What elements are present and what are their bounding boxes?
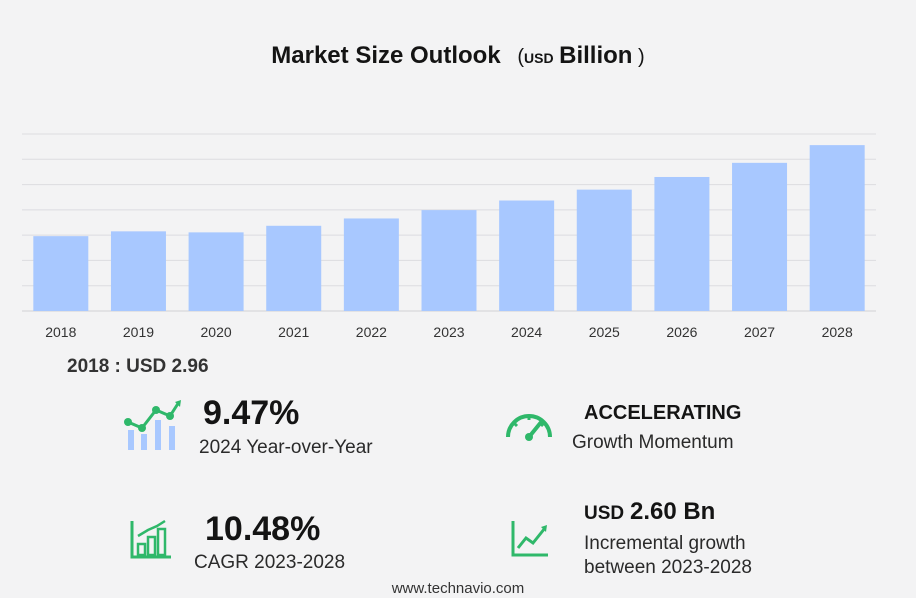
incremental-amount: 2.60 Bn [629, 498, 716, 525]
unit-currency: USD [524, 50, 554, 66]
x-tick-label: 2027 [744, 324, 775, 340]
bar-2028 [809, 145, 865, 311]
yoy-value: 9.47% [203, 394, 300, 432]
chart-title: Market Size Outlook (USD Billion ) [0, 42, 916, 70]
unit-scale: Billion [559, 42, 633, 69]
bar-2019 [110, 231, 166, 311]
bar-2021 [266, 225, 322, 311]
incremental-value: USD 2.60 Bn [584, 498, 715, 526]
incremental-label-line2: between 2023-2028 [584, 557, 752, 578]
bar-chart: 2018 2019 2020 2021 2022 2023 2024 2025 2026 2027… [22, 133, 876, 340]
x-tick-label: 2021 [278, 324, 309, 340]
x-tick-label: 2024 [511, 324, 542, 340]
momentum-label: Growth Momentum [572, 432, 734, 453]
incremental-label-line1: Incremental growth [584, 533, 746, 554]
chart-title-text: Market Size Outlook [271, 42, 501, 69]
cagr-label: CAGR 2023-2028 [194, 552, 346, 573]
base-year-value: 2018 : USD 2.96 [67, 356, 209, 377]
x-tick-label: 2022 [356, 324, 387, 340]
bar-2022 [343, 218, 399, 311]
yoy-label: 2024 Year-over-Year [199, 437, 373, 458]
x-tick-label: 2025 [589, 324, 620, 340]
x-tick-label: 2019 [123, 324, 154, 340]
bar-2018 [33, 236, 89, 311]
cagr-value: 10.48% [205, 510, 321, 548]
bar-2020 [188, 232, 244, 311]
bar-2026 [654, 176, 710, 311]
x-tick-label: 2018 [45, 324, 76, 340]
bar-2023 [421, 210, 477, 311]
momentum-value: ACCELERATING [584, 402, 742, 424]
x-tick-label: 2026 [666, 324, 697, 340]
bar-chart-icon [130, 519, 171, 559]
x-tick-label: 2023 [433, 324, 464, 340]
source-footer: www.technavio.com [391, 580, 525, 597]
bar-2027 [732, 162, 788, 311]
bar-2025 [576, 189, 632, 311]
line-chart-icon [511, 521, 548, 557]
incremental-currency: USD [584, 503, 625, 524]
bar-2024 [499, 200, 555, 311]
x-tick-label: 2020 [201, 324, 232, 340]
speedometer-icon [506, 414, 552, 441]
growth-line-bars-icon [124, 400, 181, 450]
x-tick-label: 2028 [822, 324, 853, 340]
chart-unit: (USD Billion ) [517, 42, 645, 69]
